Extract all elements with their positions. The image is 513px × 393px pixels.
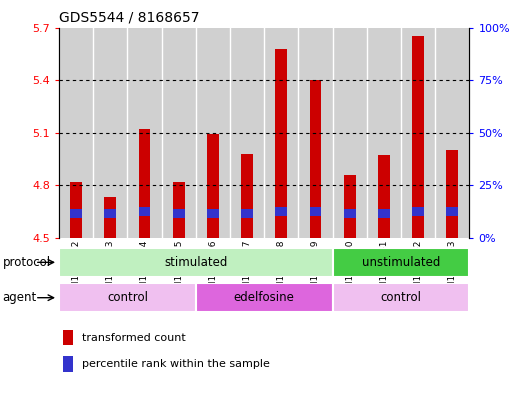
Bar <box>196 283 332 312</box>
Bar <box>127 28 162 238</box>
Bar <box>446 150 458 238</box>
Text: protocol: protocol <box>3 256 51 269</box>
Text: agent: agent <box>3 291 37 304</box>
Bar <box>332 28 367 238</box>
Bar <box>344 174 356 238</box>
Bar <box>299 28 332 238</box>
Bar <box>275 48 287 238</box>
Text: GDS5544 / 8168657: GDS5544 / 8168657 <box>59 11 200 25</box>
Bar <box>63 356 73 372</box>
Bar <box>412 36 424 238</box>
Text: edelfosine: edelfosine <box>234 291 294 304</box>
Bar <box>207 209 219 218</box>
Bar <box>378 155 390 238</box>
Bar <box>412 207 424 216</box>
Text: percentile rank within the sample: percentile rank within the sample <box>82 359 269 369</box>
Bar <box>104 197 116 238</box>
Text: transformed count: transformed count <box>82 332 185 343</box>
Bar <box>264 28 299 238</box>
Bar <box>309 80 322 238</box>
Bar <box>275 207 287 216</box>
Text: stimulated: stimulated <box>164 256 227 269</box>
Bar <box>332 248 469 277</box>
Bar <box>309 207 322 216</box>
Bar <box>241 154 253 238</box>
Bar <box>378 209 390 218</box>
Bar <box>207 134 219 238</box>
Bar <box>367 28 401 238</box>
Bar <box>196 28 230 238</box>
Bar <box>344 209 356 218</box>
Bar <box>70 209 82 218</box>
Bar <box>139 129 150 238</box>
Text: control: control <box>381 291 422 304</box>
Bar <box>70 182 82 238</box>
Bar <box>59 248 332 277</box>
Bar <box>401 28 435 238</box>
Bar <box>162 28 196 238</box>
Bar <box>139 207 150 216</box>
Bar <box>435 28 469 238</box>
Bar <box>104 209 116 218</box>
Bar <box>241 209 253 218</box>
Bar <box>173 209 185 218</box>
Bar <box>446 207 458 216</box>
Bar <box>63 330 73 345</box>
Bar <box>59 283 196 312</box>
Bar <box>230 28 264 238</box>
Bar <box>173 182 185 238</box>
Bar <box>59 28 93 238</box>
Text: unstimulated: unstimulated <box>362 256 440 269</box>
Bar <box>93 28 127 238</box>
Text: control: control <box>107 291 148 304</box>
Bar <box>332 283 469 312</box>
